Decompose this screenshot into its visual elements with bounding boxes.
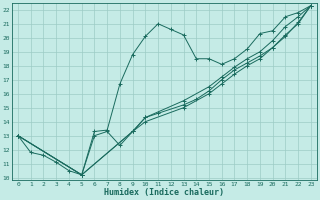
X-axis label: Humidex (Indice chaleur): Humidex (Indice chaleur) — [104, 188, 224, 197]
